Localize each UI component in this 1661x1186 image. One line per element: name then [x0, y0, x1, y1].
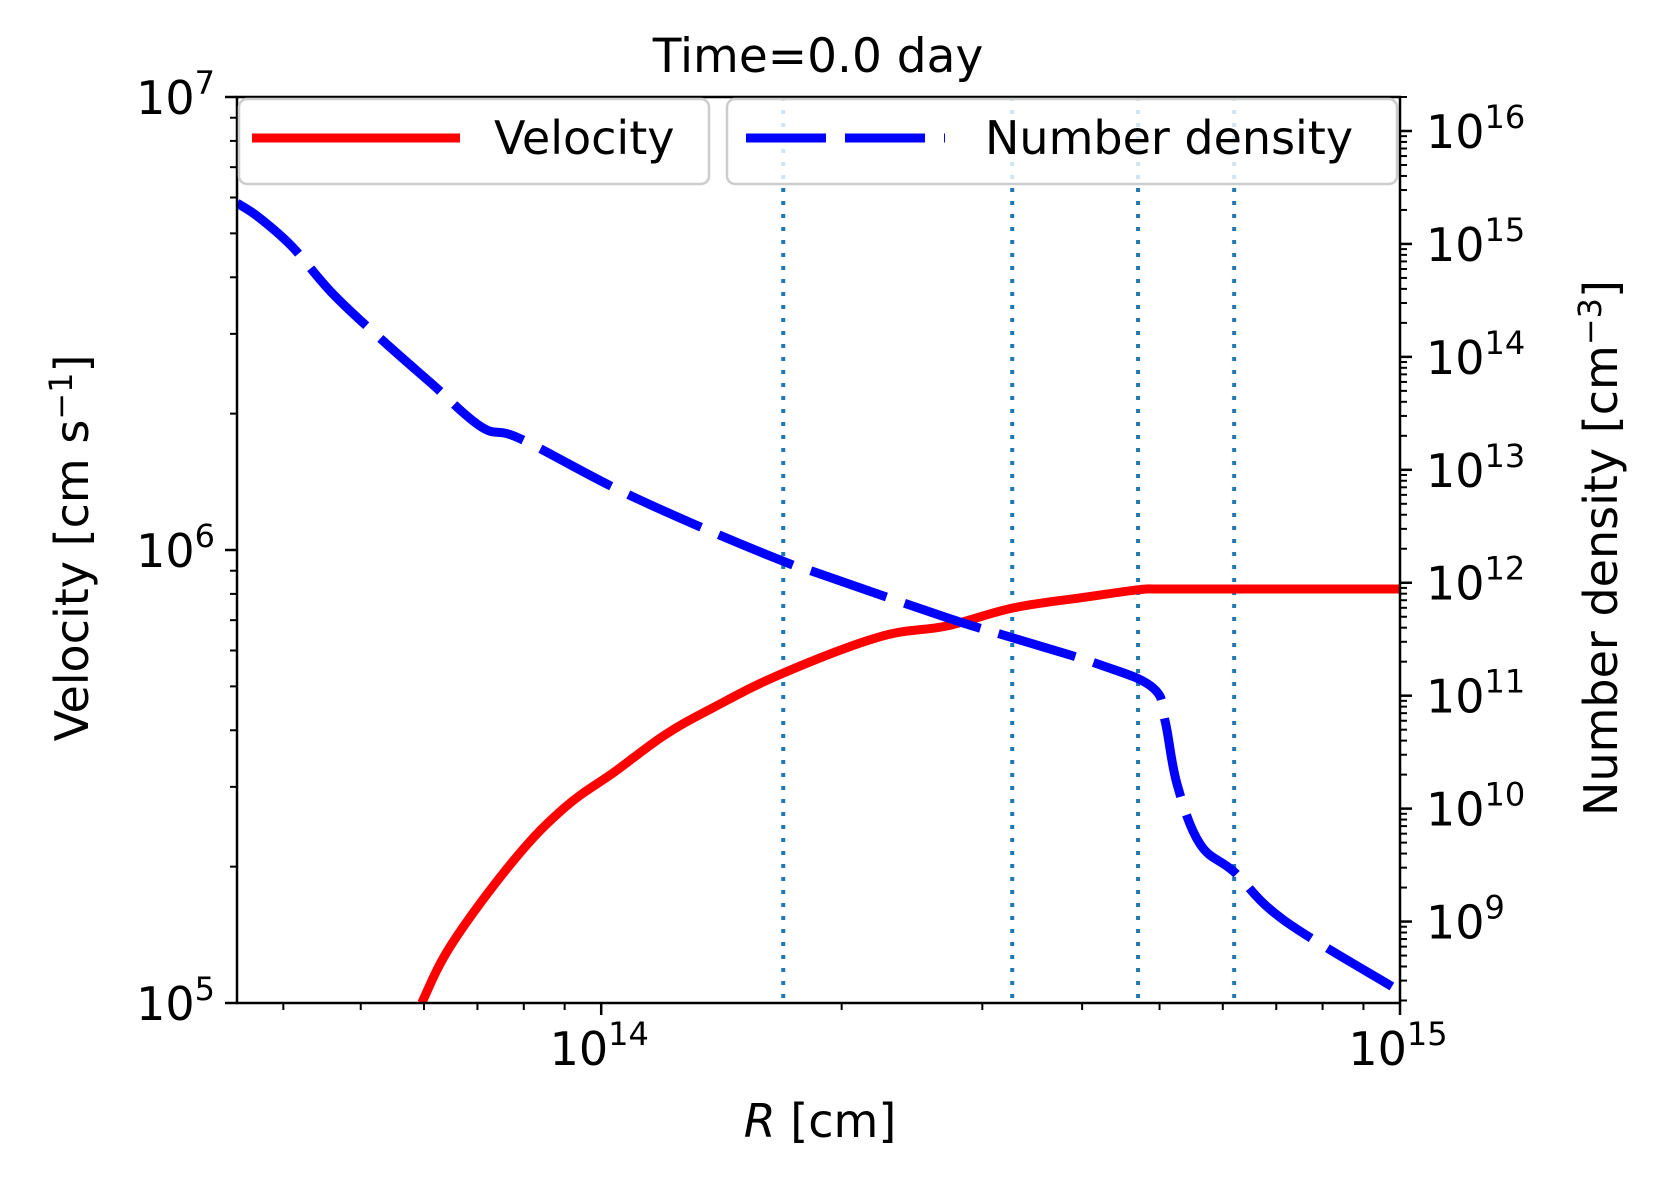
plot-frame [235, 95, 1402, 1005]
y-right-tick-label-11-base: 10 [1426, 670, 1485, 724]
y-right-tick-label-10-base: 10 [1426, 783, 1485, 837]
y-left-tick-label-5-base: 10 [136, 977, 195, 1031]
legend-density-box [725, 97, 1399, 186]
x-axis-label-unit: [cm] [776, 1094, 897, 1148]
legend-density-label: Number density [985, 111, 1353, 165]
y-right-tick-label-15: 1015 [1426, 211, 1525, 272]
y-left-tick-label-7-base: 10 [136, 71, 195, 125]
y-right-tick-label-12: 1012 [1426, 550, 1525, 611]
y-left-tick-label-7-exponent: 7 [195, 64, 215, 102]
y-right-tick-label-12-exponent: 12 [1485, 550, 1526, 588]
y-right-tick-label-14: 1014 [1426, 324, 1525, 385]
y-right-tick-label-13-base: 10 [1426, 444, 1485, 498]
y-axis-left-label-sup: −1 [42, 373, 80, 420]
x-tick-label-14-base: 10 [550, 1022, 609, 1076]
legend-density: Number density [725, 97, 1399, 186]
legend-velocity-box [237, 97, 711, 186]
vertical-marker-lines [781, 97, 1237, 1003]
y-left-tick-label-6: 106 [136, 517, 215, 578]
y-right-tick-label-11-exponent: 11 [1485, 663, 1526, 701]
y-right-tick-label-11: 1011 [1426, 663, 1525, 724]
legend-velocity: Velocity [237, 97, 711, 186]
y-axis-right-label-end: ] [1574, 280, 1628, 298]
y-right-tick-label-9-exponent: 9 [1485, 889, 1505, 927]
y-left-tick-label-5-exponent: 5 [195, 970, 215, 1008]
y-right-tick-label-10: 1010 [1426, 776, 1525, 837]
y-right-tick-label-9: 109 [1426, 889, 1505, 950]
x-tick-label-15: 1015 [1348, 1015, 1447, 1076]
y-axis-right-label-main: Number density [cm [1574, 345, 1628, 816]
y-axis-left-label-main: Velocity [cm s [45, 420, 99, 742]
y-right-tick-label-14-exponent: 14 [1485, 324, 1526, 362]
y-right-tick-label-16-exponent: 16 [1485, 98, 1526, 136]
x-axis-label: R [cm] [744, 1094, 897, 1148]
x-axis-label-symbol: R [744, 1094, 776, 1148]
y-right-tick-label-16: 1016 [1426, 98, 1525, 159]
y-axis-left-label-end: ] [45, 355, 99, 373]
x-tick-label-15-base: 10 [1348, 1022, 1407, 1076]
y-axis-right-label: Number density [cm−3] [1571, 280, 1628, 816]
y-right-tick-label-15-exponent: 15 [1485, 211, 1526, 249]
x-tick-label-15-exponent: 15 [1407, 1015, 1448, 1053]
chart-title: Time=0.0 day [652, 29, 984, 84]
y-right-tick-label-14-base: 10 [1426, 331, 1485, 385]
y-axis-left-label: Velocity [cm s−1] [42, 355, 99, 742]
y-left-tick-label-5: 105 [136, 970, 215, 1031]
y-right-tick-label-9-base: 10 [1426, 896, 1485, 950]
series-velocity-line [417, 584, 1400, 1003]
y-right-tick-label-13: 1013 [1426, 437, 1525, 498]
y-left-tick-label-7: 107 [136, 64, 215, 125]
legend-velocity-label: Velocity [494, 111, 674, 165]
x-tick-label-14: 1014 [550, 1015, 649, 1076]
y-right-tick-label-16-base: 10 [1426, 105, 1485, 159]
ticks-layer: 1014 101510510610710910101011101210131014… [136, 64, 1525, 1076]
series-layer [237, 199, 1400, 1003]
y-right-tick-label-13-exponent: 13 [1485, 437, 1526, 475]
x-tick-label-14-exponent: 14 [608, 1015, 649, 1053]
y-right-tick-label-15-base: 10 [1426, 218, 1485, 272]
y-left-tick-label-6-exponent: 6 [195, 517, 215, 555]
y-axis-right-label-sup: −3 [1571, 298, 1609, 345]
y-left-tick-label-6-base: 10 [136, 524, 195, 578]
y-right-tick-label-12-base: 10 [1426, 557, 1485, 611]
y-right-tick-label-10-exponent: 10 [1485, 776, 1526, 814]
series-number-density-line [237, 199, 1395, 991]
